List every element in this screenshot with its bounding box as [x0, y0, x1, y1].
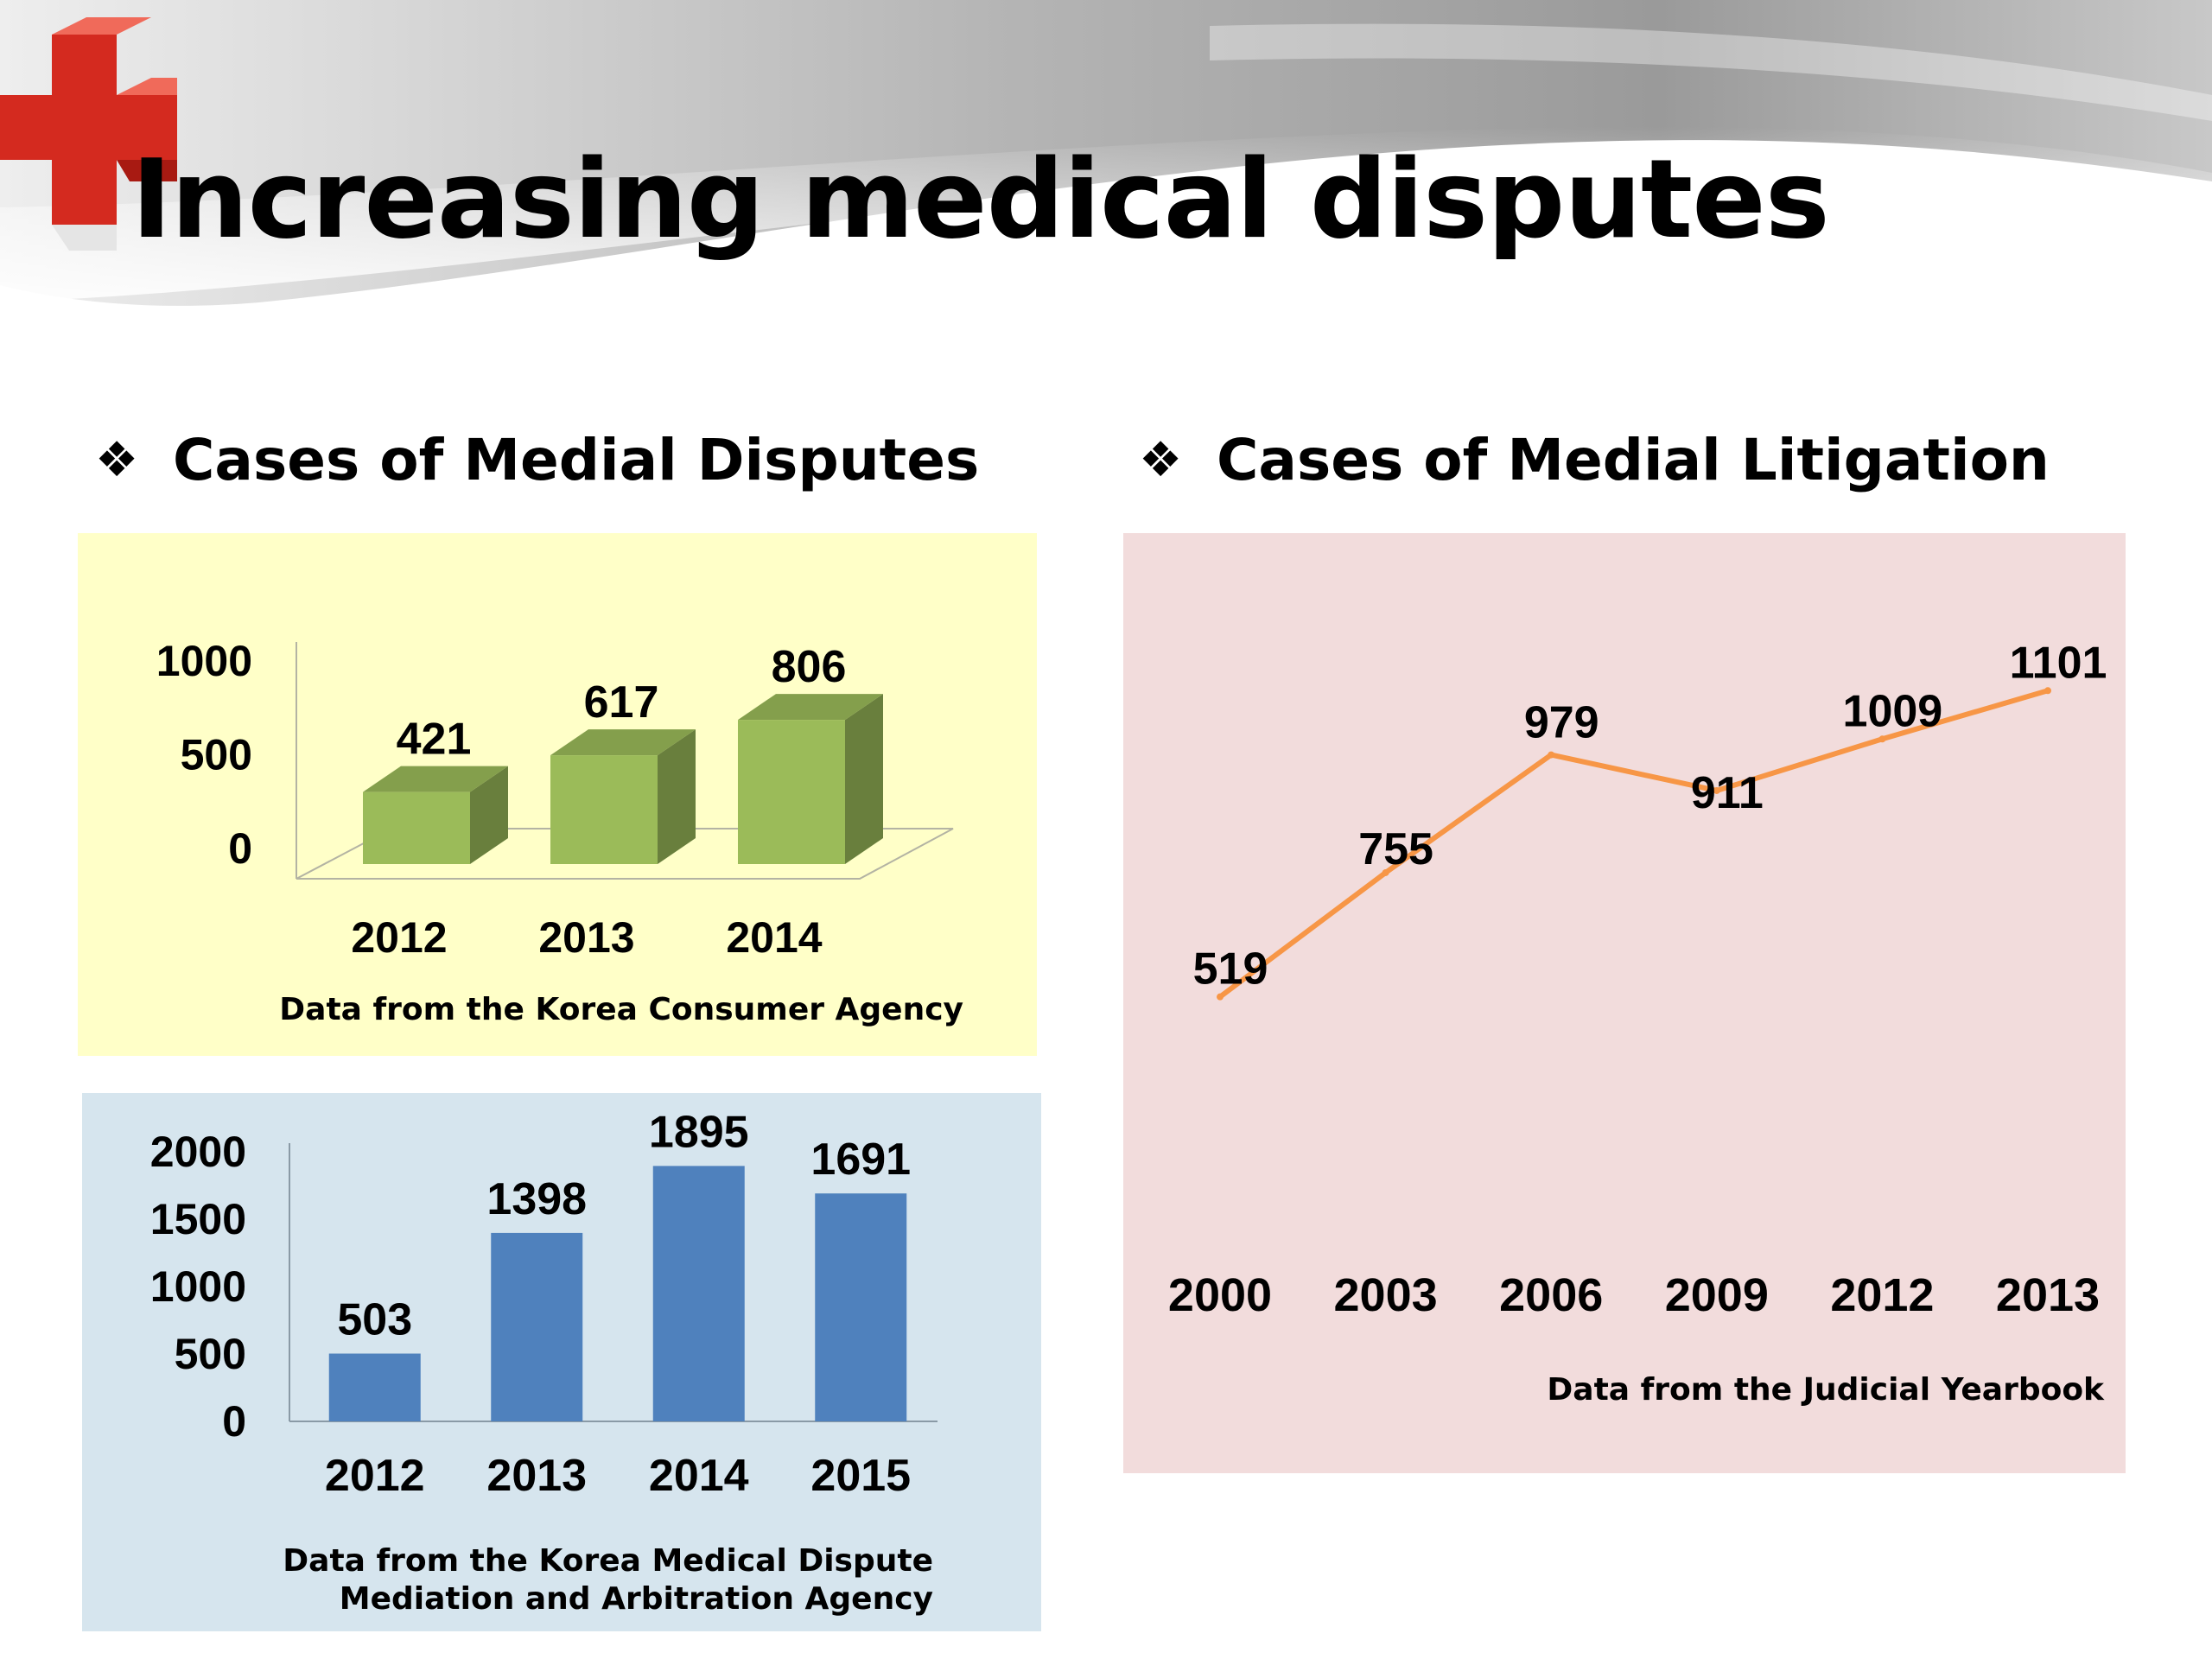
consumer-bar — [363, 791, 470, 864]
mediation-x-tick-label: 2013 — [486, 1451, 587, 1501]
litigation-line-chart: 519 2000 755 2003 979 2006 911 2009 1009 2012 1101… — [1168, 638, 2107, 1321]
mediation-bar — [328, 1353, 421, 1421]
mediation-agency-bar-chart: 0 500 1000 1500 2000 503 2012 1398 2013 1895 2014 1… — [150, 1107, 938, 1501]
consumer-bar-data-label: 617 — [584, 677, 659, 728]
litigation-source-note: Data from the Judicial Yearbook — [1547, 1372, 2104, 1408]
litigation-data-label: 979 — [1524, 698, 1599, 748]
slide-title: Increasing medical disputes — [131, 136, 1830, 263]
mediation-bar — [815, 1193, 907, 1421]
mediation-bar-data-label: 1691 — [810, 1135, 911, 1185]
litigation-x-tick-label: 2013 — [1996, 1269, 2100, 1321]
litigation-data-point — [1713, 786, 1720, 794]
diamond-bullet-icon: ❖ — [95, 432, 139, 488]
mediation-bar-data-label: 1895 — [649, 1107, 749, 1157]
mediation-x-tick-label: 2015 — [810, 1451, 911, 1501]
litigation-data-label: 911 — [1691, 768, 1764, 818]
consumer-bar — [738, 720, 845, 864]
slide-header-background — [0, 0, 2212, 306]
consumer-bar-side — [845, 694, 883, 864]
consumer-x-tick-label: 2014 — [726, 913, 822, 962]
litigation-x-tick-label: 2012 — [1830, 1269, 1934, 1321]
litigation-x-tick-label: 2003 — [1334, 1269, 1438, 1321]
consumer-bar — [550, 755, 658, 864]
consumer-chart-floor — [296, 828, 954, 880]
consumer-bar-top — [550, 729, 696, 756]
consumer-bar-data-label: 421 — [397, 715, 472, 765]
litigation-data-point — [2044, 687, 2051, 695]
consumer-x-tick-label: 2012 — [351, 913, 447, 962]
consumer-agency-source-note: Data from the Korea Consumer Agency — [279, 992, 963, 1027]
consumer-bar-top — [363, 766, 508, 792]
mediation-y-tick-label: 1000 — [150, 1262, 246, 1311]
litigation-data-point — [1878, 735, 1886, 743]
mediation-y-tick-label: 1500 — [150, 1195, 246, 1243]
consumer-bar-data-label: 806 — [772, 642, 847, 692]
mediation-bar-data-label: 503 — [337, 1295, 412, 1345]
consumer-x-tick-label: 2013 — [538, 913, 634, 962]
consumer-bar-top — [738, 694, 883, 721]
mediation-x-tick-label: 2012 — [325, 1451, 425, 1501]
mediation-agency-chart-panel: 0 500 1000 1500 2000 503 2012 1398 2013 1895 2014 1… — [82, 1093, 1041, 1631]
mediation-bar-data-label: 1398 — [486, 1174, 587, 1224]
heading-medial-litigation: ❖ Cases of Medial Litigation — [1139, 432, 2050, 489]
litigation-series-line — [1218, 688, 2049, 1000]
litigation-data-label: 1009 — [1843, 686, 1943, 736]
mediation-y-tick-label: 2000 — [150, 1128, 246, 1176]
heading-medial-disputes-label: Cases of Medial Disputes — [173, 427, 980, 493]
mediation-y-tick-label: 0 — [222, 1397, 246, 1446]
litigation-x-tick-label: 2009 — [1665, 1269, 1769, 1321]
red-cross-logo-icon — [0, 17, 177, 251]
mediation-bar — [652, 1166, 745, 1421]
mediation-bar — [491, 1232, 583, 1421]
litigation-data-point — [1382, 868, 1389, 876]
mediation-agency-source-note: Data from the Korea Medical Dispute Medi… — [283, 1543, 933, 1617]
consumer-agency-bar-chart: 0 500 1000 421 2012 617 2013 806 2014 — [156, 637, 954, 962]
litigation-x-tick-label: 2006 — [1499, 1269, 1603, 1321]
consumer-agency-chart-panel: 0 500 1000 421 2012 617 2013 806 2014 Data from … — [78, 533, 1037, 1056]
consumer-y-tick-label: 0 — [228, 824, 252, 873]
litigation-data-label: 755 — [1358, 824, 1433, 874]
litigation-x-tick-label: 2000 — [1168, 1269, 1272, 1321]
diamond-bullet-icon: ❖ — [1139, 432, 1183, 488]
litigation-data-point — [1548, 751, 1555, 759]
consumer-y-tick-label: 1000 — [156, 637, 252, 685]
consumer-bar-side — [658, 729, 696, 864]
litigation-chart-panel: 519 2000 755 2003 979 2006 911 2009 1009 2012 1101… — [1123, 533, 2126, 1473]
heading-medial-disputes: ❖ Cases of Medial Disputes — [95, 432, 979, 489]
mediation-x-tick-label: 2014 — [649, 1451, 749, 1501]
litigation-data-label: 519 — [1193, 944, 1268, 995]
consumer-bar-side — [470, 766, 508, 864]
heading-medial-litigation-label: Cases of Medial Litigation — [1217, 427, 2050, 493]
consumer-y-tick-label: 500 — [181, 731, 252, 779]
mediation-y-tick-label: 500 — [175, 1330, 246, 1378]
litigation-data-point — [1217, 993, 1224, 1001]
litigation-data-label: 1101 — [2010, 638, 2107, 688]
